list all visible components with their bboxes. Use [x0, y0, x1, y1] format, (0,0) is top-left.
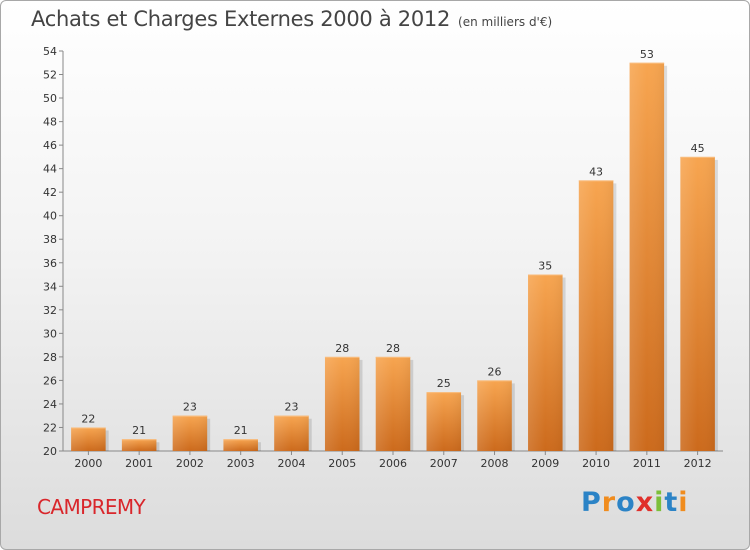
y-tick-label: 54: [43, 45, 57, 58]
y-tick-label: 28: [43, 351, 57, 364]
bar-highlight: [324, 356, 360, 451]
bar-value-label: 53: [640, 48, 654, 61]
bar-value-label: 35: [538, 260, 552, 273]
proxiti-logo: Proxiti: [581, 487, 689, 518]
bar-highlight: [629, 62, 665, 451]
x-tick-label: 2003: [227, 457, 255, 470]
bar-highlight: [71, 427, 106, 451]
chart-title: Achats et Charges Externes 2000 à 2012 (e…: [31, 7, 552, 31]
bar-highlight: [274, 415, 309, 451]
chart-bars: 22 21 23 21 23 28 28 25 26 35 43 53 45: [71, 48, 718, 452]
bar-highlight: [680, 156, 715, 451]
x-tick-label: 2010: [582, 457, 610, 470]
x-tick-label: 2006: [379, 457, 407, 470]
bar-value-label: 25: [437, 377, 451, 390]
bar-highlight: [172, 415, 208, 451]
chart-unit-label: (en milliers d'€): [458, 15, 553, 29]
bar-highlight: [223, 439, 258, 451]
y-tick-label: 26: [43, 374, 57, 387]
bar-value-label: 28: [335, 342, 349, 355]
x-tick-label: 2011: [633, 457, 661, 470]
y-tick-label: 42: [43, 186, 57, 199]
logo-letter: i: [678, 487, 689, 518]
y-tick-label: 44: [43, 163, 57, 176]
bar-highlight: [528, 274, 563, 451]
y-tick-label: 52: [43, 69, 57, 82]
logo-letter: x: [635, 487, 655, 518]
bar-value-label: 21: [234, 424, 248, 437]
location-name: CAMPREMY: [37, 495, 146, 519]
x-tick-label: 2001: [125, 457, 153, 470]
bar-highlight: [375, 356, 411, 451]
x-tick-label: 2002: [176, 457, 204, 470]
y-tick-label: 36: [43, 257, 57, 270]
y-tick-label: 20: [43, 445, 57, 458]
y-tick-label: 34: [43, 280, 57, 293]
x-tick-label: 2007: [430, 457, 458, 470]
y-tick-label: 40: [43, 210, 57, 223]
bar-value-label: 43: [589, 165, 603, 178]
bar-highlight: [578, 180, 614, 452]
y-tick-label: 24: [43, 398, 57, 411]
y-tick-label: 46: [43, 139, 57, 152]
bar-value-label: 23: [284, 401, 298, 414]
x-tick-label: 2005: [328, 457, 356, 470]
bar-value-label: 28: [386, 342, 400, 355]
x-tick-label: 2004: [277, 457, 305, 470]
chart-title-text: Achats et Charges Externes 2000 à 2012: [31, 7, 451, 31]
logo-letter: P: [581, 487, 602, 518]
x-tick-label: 2000: [74, 457, 102, 470]
y-tick-label: 32: [43, 304, 57, 317]
y-tick-label: 22: [43, 421, 57, 434]
logo-letter: o: [616, 487, 636, 518]
x-tick-label: 2012: [684, 457, 712, 470]
logo-letter: i: [654, 487, 665, 518]
bar-value-label: 22: [81, 412, 95, 425]
y-tick-label: 50: [43, 92, 57, 105]
y-tick-label: 30: [43, 327, 57, 340]
y-tick-label: 48: [43, 116, 57, 129]
chart-axes: 20 22 24 26 28 30 32 34 36 38 40 42 44 46 48 50 52 54 2000…: [43, 45, 723, 470]
logo-letter: r: [601, 487, 617, 518]
y-tick-label: 38: [43, 233, 57, 246]
bar-value-label: 26: [488, 365, 502, 378]
bar-highlight: [477, 380, 512, 451]
bar-highlight: [426, 392, 462, 451]
bar-value-label: 45: [691, 142, 705, 155]
bar-highlight: [121, 439, 157, 451]
logo-letter: t: [664, 487, 679, 518]
bar-value-label: 23: [183, 401, 197, 414]
bar-value-label: 21: [132, 424, 146, 437]
x-tick-label: 2009: [531, 457, 559, 470]
x-tick-label: 2008: [481, 457, 509, 470]
